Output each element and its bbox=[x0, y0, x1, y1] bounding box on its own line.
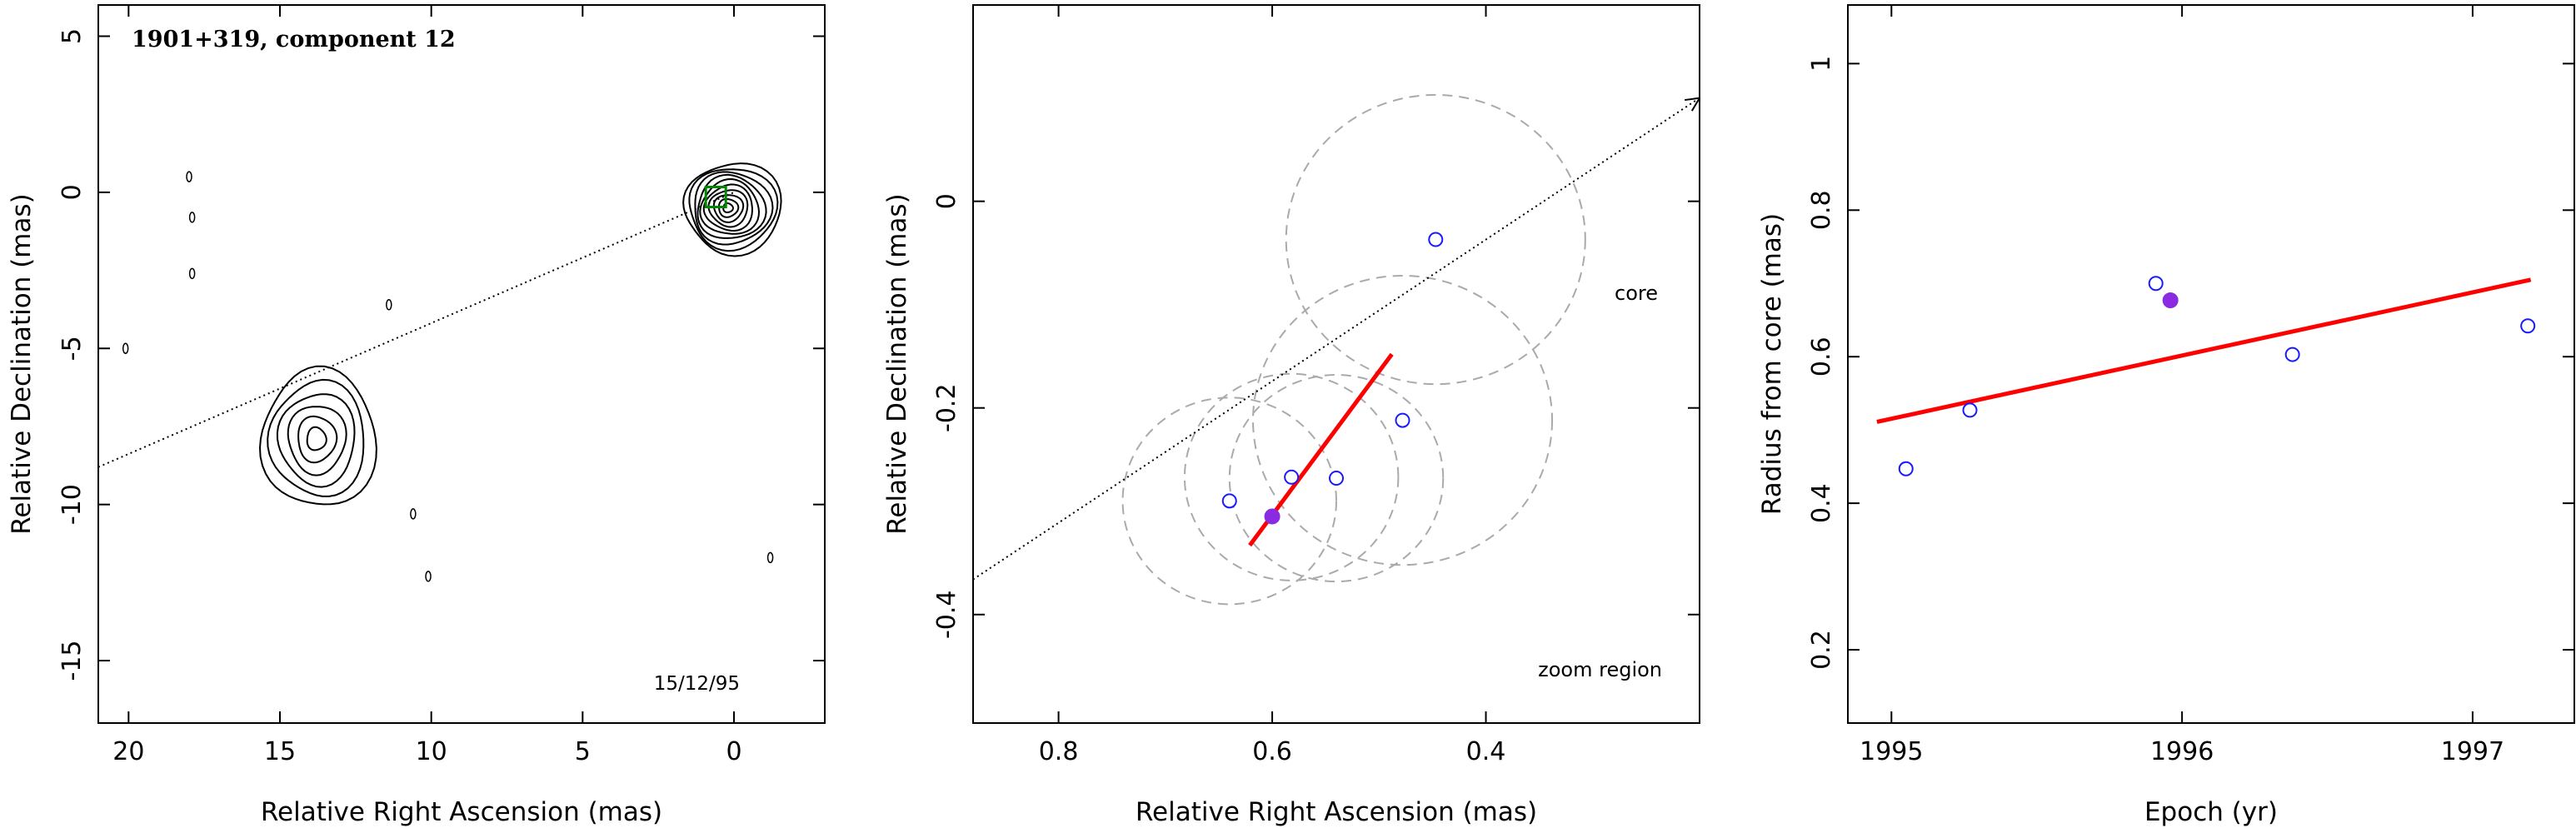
jet-contour bbox=[306, 426, 327, 451]
radius-point bbox=[1898, 461, 1914, 476]
panel2-core-annotation: core bbox=[1615, 282, 1658, 305]
zoom-panel: 0.8 0.6 0.4 0 -0.2 -0.4 core zoom region Rela… bbox=[882, 4, 1700, 827]
position-point bbox=[1428, 232, 1444, 247]
panel1-y-tick-label: 0 bbox=[57, 184, 87, 200]
current-epoch-point bbox=[2162, 292, 2179, 308]
noise-contour bbox=[188, 212, 196, 223]
jet-contour bbox=[276, 393, 356, 488]
radius-point bbox=[1962, 402, 1978, 418]
panel1-title: 1901+319, component 12 bbox=[132, 27, 456, 52]
panel1-y-tick-label: -10 bbox=[57, 484, 87, 525]
panel1-y-tick-label: 5 bbox=[57, 28, 87, 44]
position-point bbox=[1221, 493, 1237, 509]
panel3-x-tick-label: 1995 bbox=[1860, 737, 1923, 766]
panel3-frame bbox=[1847, 4, 2575, 724]
panel2-y-axis-label: Relative Declination (mas) bbox=[882, 193, 912, 535]
noise-contour bbox=[186, 171, 192, 182]
jet-contour bbox=[258, 365, 377, 506]
core-contour bbox=[696, 173, 767, 239]
panel3-x-tick-label: 1997 bbox=[2441, 737, 2504, 766]
noise-contour bbox=[410, 508, 417, 520]
panel1-date-label: 15/12/95 bbox=[654, 673, 740, 695]
jet-axis-line bbox=[98, 191, 735, 468]
component-marker bbox=[704, 185, 727, 208]
panel1-x-tick-label: 10 bbox=[416, 737, 447, 766]
panel3-y-axis-label: Radius from core (mas) bbox=[1757, 213, 1787, 515]
position-point bbox=[1329, 471, 1344, 486]
panel1-y-tick-label: -15 bbox=[57, 641, 87, 681]
core-contour bbox=[688, 168, 779, 252]
panel2-zoom-region-annotation: zoom region bbox=[1538, 658, 1662, 681]
core-contour bbox=[694, 171, 774, 246]
panel1-x-tick-label: 15 bbox=[264, 737, 296, 766]
core-contour bbox=[682, 162, 782, 257]
panel3-y-tick-label: 0.2 bbox=[1807, 630, 1836, 670]
jet-contour bbox=[287, 406, 347, 476]
contour-map-panel: 20 15 10 5 0 5 0 -5 -10 -15 1901+319, component 1… bbox=[7, 4, 826, 827]
error-circle bbox=[1251, 274, 1554, 566]
core-contour bbox=[699, 177, 761, 235]
panel3-x-tick-label: 1996 bbox=[2150, 737, 2214, 766]
radius-point bbox=[2284, 347, 2300, 362]
panel3-y-tick-label: 0.6 bbox=[1807, 337, 1836, 377]
panel3-y-tick-label: 1 bbox=[1807, 56, 1836, 72]
jet-contour bbox=[267, 378, 365, 497]
noise-contour bbox=[122, 342, 129, 355]
panel1-y-tick-label: -5 bbox=[57, 336, 87, 361]
current-epoch-point bbox=[1264, 508, 1281, 525]
panel2-x-tick-label: 0.6 bbox=[1252, 737, 1292, 766]
panel1-y-axis-label: Relative Declination (mas) bbox=[7, 193, 37, 535]
position-point bbox=[1284, 469, 1300, 485]
radius-point bbox=[2520, 318, 2536, 334]
panel2-x-axis-label: Relative Right Ascension (mas) bbox=[1136, 797, 1537, 827]
core-direction-arrow bbox=[1685, 97, 1700, 112]
panel1-x-tick-label: 0 bbox=[726, 737, 741, 766]
radius-vs-epoch-panel: 1995 1996 1997 0.2 0.4 0.6 0.8 1 Epoch (yr) Rad… bbox=[1757, 4, 2575, 827]
panel2-x-tick-label: 0.8 bbox=[1039, 737, 1079, 766]
panel1-frame bbox=[97, 4, 826, 724]
noise-contour bbox=[766, 551, 774, 564]
panel2-x-tick-label: 0.4 bbox=[1466, 737, 1506, 766]
panel2-y-tick-label: -0.4 bbox=[932, 590, 961, 639]
panel2-y-tick-label: 0 bbox=[932, 193, 961, 209]
error-circle bbox=[1121, 397, 1337, 606]
panel3-y-tick-label: 0.4 bbox=[1807, 483, 1836, 523]
fit-line bbox=[1876, 277, 2532, 424]
panel1-x-tick-label: 5 bbox=[575, 737, 591, 766]
panel2-frame bbox=[972, 4, 1700, 724]
panel3-x-axis-label: Epoch (yr) bbox=[2144, 797, 2278, 827]
noise-contour bbox=[386, 299, 392, 311]
panel1-x-axis-label: Relative Right Ascension (mas) bbox=[261, 797, 662, 827]
jet-contour bbox=[297, 415, 338, 464]
core-contour bbox=[702, 183, 753, 232]
error-circle bbox=[1183, 372, 1400, 581]
panel3-y-tick-label: 0.8 bbox=[1807, 190, 1836, 230]
error-circle bbox=[1228, 374, 1445, 583]
position-point bbox=[1395, 412, 1410, 428]
error-circle bbox=[1285, 93, 1586, 386]
panel1-x-tick-label: 20 bbox=[112, 737, 144, 766]
radius-point bbox=[2148, 276, 2164, 292]
jet-axis-line bbox=[973, 97, 1700, 581]
noise-contour bbox=[425, 571, 432, 582]
noise-contour bbox=[188, 267, 196, 280]
panel2-y-tick-label: -0.2 bbox=[932, 383, 961, 432]
